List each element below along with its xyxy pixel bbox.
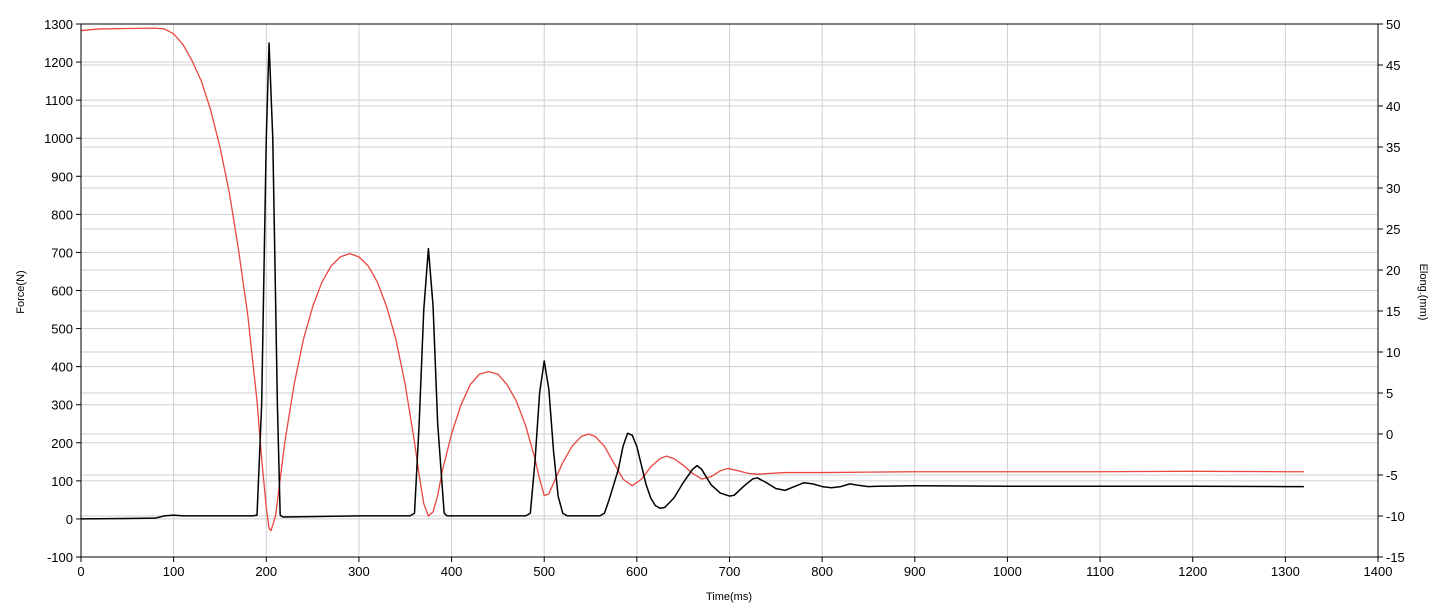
y2-tick-label: -10	[1386, 509, 1405, 524]
y-tick-label: 400	[51, 360, 73, 375]
y2-axis-ticks: -15 -10 -5 0 5 10 15 20 25 30 35 40 45 50	[1378, 17, 1405, 565]
x-tick-label: 0	[77, 564, 84, 579]
y-tick-label: 200	[51, 436, 73, 451]
x-tick-label: 1000	[993, 564, 1022, 579]
x-axis-title: Time(ms)	[706, 591, 752, 603]
y2-tick-label: 35	[1386, 140, 1400, 155]
y2-tick-label: -15	[1386, 550, 1405, 565]
y-tick-label: 800	[51, 207, 73, 222]
y2-tick-label: 25	[1386, 222, 1400, 237]
x-tick-label: 1400	[1364, 564, 1393, 579]
x-tick-label: 800	[811, 564, 833, 579]
x-tick-label: 500	[533, 564, 555, 579]
x-tick-label: 400	[441, 564, 463, 579]
y2-tick-label: 50	[1386, 17, 1400, 32]
x-tick-label: 1200	[1178, 564, 1207, 579]
y-tick-label: 300	[51, 398, 73, 413]
y-tick-label: 1200	[44, 55, 73, 70]
y-tick-label: 600	[51, 284, 73, 299]
x-tick-label: 600	[626, 564, 648, 579]
x-axis-ticks: 0 100 200 300 400 500 600 700 800 900 1000 1100 1200…	[77, 557, 1392, 579]
y-tick-label: 1300	[44, 17, 73, 32]
series-line-elongation	[80, 27, 1304, 532]
y-axis-title: Force(N)	[15, 270, 27, 313]
y2-tick-label: 45	[1386, 58, 1400, 73]
y2-tick-label: 15	[1386, 304, 1400, 319]
x-tick-label: 300	[348, 564, 370, 579]
y2-tick-label: 0	[1386, 427, 1393, 442]
x-tick-label: 1300	[1271, 564, 1300, 579]
y-tick-label: 0	[66, 512, 73, 527]
y-tick-label: 500	[51, 322, 73, 337]
y-tick-label: 1100	[45, 93, 73, 108]
y-tick-label: 100	[51, 474, 73, 489]
y2-tick-label: 10	[1386, 345, 1400, 360]
y2-tick-label: 20	[1386, 263, 1400, 278]
x-tick-label: 900	[904, 564, 926, 579]
x-tick-label: 100	[163, 564, 185, 579]
x-tick-label: 200	[255, 564, 277, 579]
y-tick-label: 900	[51, 169, 73, 184]
series-lines	[80, 27, 1304, 532]
y2-axis-title: Elong.(mm)	[1417, 264, 1429, 321]
y2-tick-label: 5	[1386, 386, 1393, 401]
y-tick-label: -100	[47, 550, 73, 565]
series-line-force	[80, 42, 1304, 520]
x-tick-label: 1100	[1086, 564, 1114, 579]
y-tick-label: 700	[51, 245, 73, 260]
y-tick-label: 1000	[44, 131, 73, 146]
y2-tick-label: 40	[1386, 99, 1400, 114]
y2-tick-label: 30	[1386, 181, 1400, 196]
x-tick-label: 700	[719, 564, 741, 579]
grid-lines	[80, 23, 1379, 558]
y-axis-ticks: -100 0 100 200 300 400 500 600 700 800 900 1000 1100…	[44, 17, 81, 565]
y2-tick-label: -5	[1386, 468, 1398, 483]
